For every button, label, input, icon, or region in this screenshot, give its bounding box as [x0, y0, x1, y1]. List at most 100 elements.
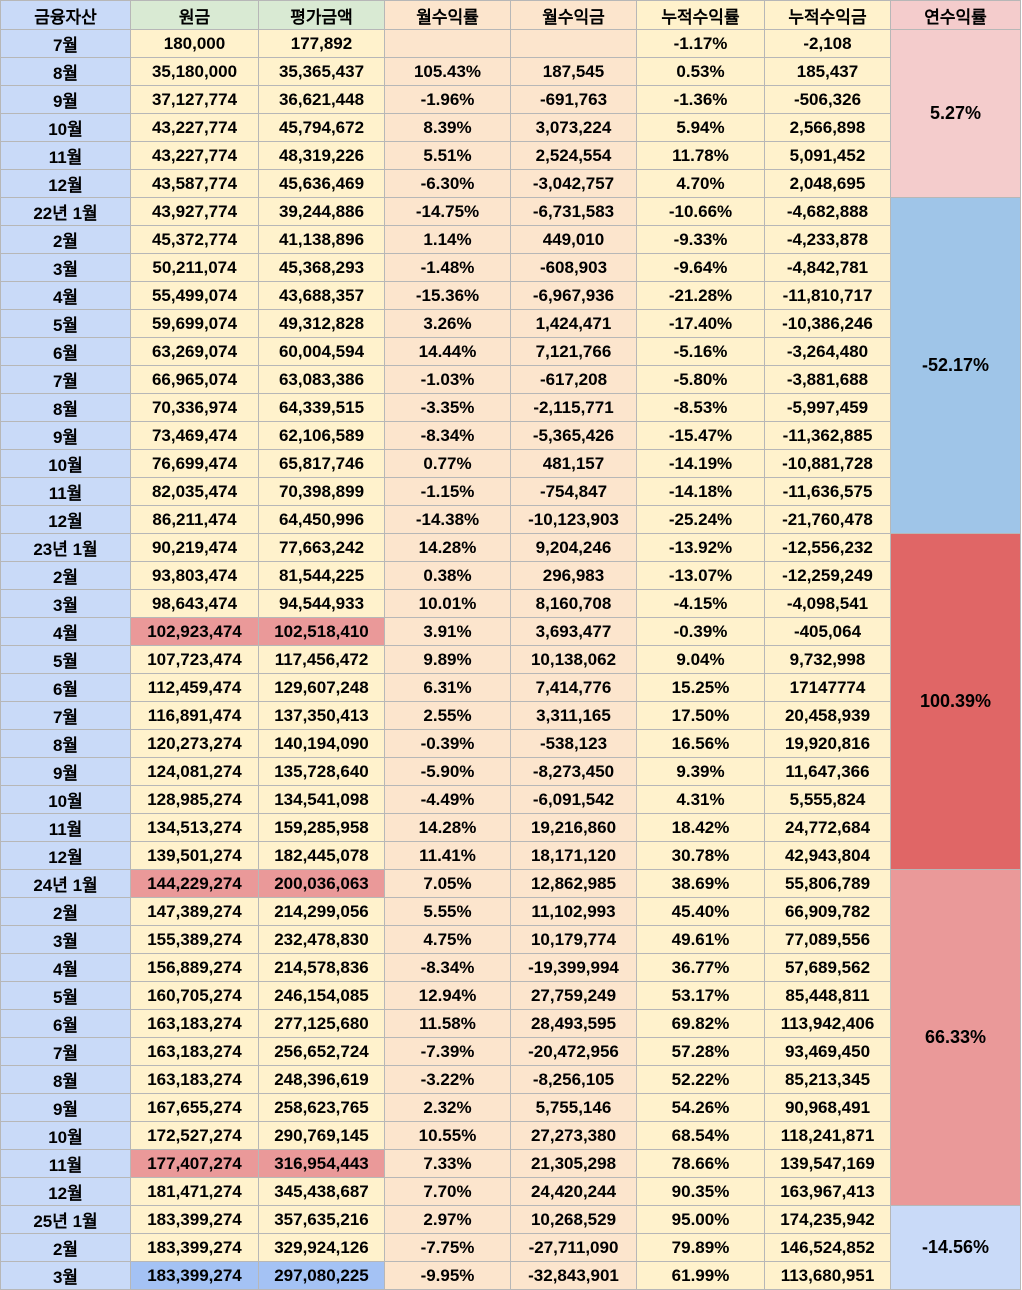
principal-cell[interactable]: 73,469,474 — [130, 421, 259, 450]
principal-cell[interactable]: 112,459,474 — [130, 673, 259, 702]
monthly-return-rate-cell[interactable]: 3.91% — [384, 617, 511, 646]
row-label[interactable]: 7월 — [0, 29, 131, 58]
header-label-col[interactable]: 금융자산 — [0, 0, 131, 30]
principal-cell[interactable]: 147,389,274 — [130, 897, 259, 926]
row-label[interactable]: 2월 — [0, 225, 131, 254]
monthly-return-rate-cell[interactable]: 10.01% — [384, 589, 511, 618]
valuation-cell[interactable]: 94,544,933 — [258, 589, 385, 618]
valuation-cell[interactable]: 159,285,958 — [258, 813, 385, 842]
row-label[interactable]: 25년 1월 — [0, 1205, 131, 1234]
header-monthly-profit[interactable]: 월수익금 — [510, 0, 637, 30]
principal-cell[interactable]: 43,587,774 — [130, 169, 259, 198]
monthly-profit-cell[interactable]: -754,847 — [510, 477, 637, 506]
valuation-cell[interactable]: 137,350,413 — [258, 701, 385, 730]
monthly-return-rate-cell[interactable]: 0.77% — [384, 449, 511, 478]
monthly-profit-cell[interactable]: 18,171,120 — [510, 841, 637, 870]
monthly-profit-cell[interactable]: -27,711,090 — [510, 1233, 637, 1262]
cumulative-return-rate-cell[interactable]: 36.77% — [636, 953, 765, 982]
monthly-profit-cell[interactable]: -6,967,936 — [510, 281, 637, 310]
valuation-cell[interactable]: 48,319,226 — [258, 141, 385, 170]
row-label[interactable]: 11월 — [0, 477, 131, 506]
cumulative-profit-cell[interactable]: 163,967,413 — [764, 1177, 891, 1206]
row-label[interactable]: 2월 — [0, 561, 131, 590]
principal-cell[interactable]: 59,699,074 — [130, 309, 259, 338]
cumulative-return-rate-cell[interactable]: -21.28% — [636, 281, 765, 310]
principal-cell[interactable]: 37,127,774 — [130, 85, 259, 114]
cumulative-profit-cell[interactable]: 113,680,951 — [764, 1261, 891, 1290]
monthly-return-rate-cell[interactable]: 11.41% — [384, 841, 511, 870]
monthly-return-rate-cell[interactable]: 5.51% — [384, 141, 511, 170]
cumulative-profit-cell[interactable]: 118,241,871 — [764, 1121, 891, 1150]
cumulative-profit-cell[interactable]: -12,556,232 — [764, 533, 891, 562]
valuation-cell[interactable]: 60,004,594 — [258, 337, 385, 366]
monthly-profit-cell[interactable]: 7,121,766 — [510, 337, 637, 366]
principal-cell[interactable]: 86,211,474 — [130, 505, 259, 534]
principal-cell[interactable]: 183,399,274 — [130, 1233, 259, 1262]
valuation-cell[interactable]: 177,892 — [258, 29, 385, 58]
principal-cell[interactable]: 116,891,474 — [130, 701, 259, 730]
monthly-return-rate-cell[interactable]: 11.58% — [384, 1009, 511, 1038]
monthly-profit-cell[interactable]: 19,216,860 — [510, 813, 637, 842]
monthly-profit-cell[interactable]: -6,091,542 — [510, 785, 637, 814]
row-label[interactable]: 10월 — [0, 449, 131, 478]
row-label[interactable]: 5월 — [0, 309, 131, 338]
row-label[interactable]: 11월 — [0, 1149, 131, 1178]
monthly-profit-cell[interactable]: -10,123,903 — [510, 505, 637, 534]
valuation-cell[interactable]: 134,541,098 — [258, 785, 385, 814]
monthly-return-rate-cell[interactable]: -1.48% — [384, 253, 511, 282]
monthly-return-rate-cell[interactable] — [384, 29, 511, 58]
monthly-profit-cell[interactable]: 187,545 — [510, 57, 637, 86]
valuation-cell[interactable]: 290,769,145 — [258, 1121, 385, 1150]
cumulative-return-rate-cell[interactable]: 17.50% — [636, 701, 765, 730]
cumulative-profit-cell[interactable]: -11,362,885 — [764, 421, 891, 450]
monthly-profit-cell[interactable]: 3,073,224 — [510, 113, 637, 142]
cumulative-return-rate-cell[interactable]: 49.61% — [636, 925, 765, 954]
cumulative-return-rate-cell[interactable]: 57.28% — [636, 1037, 765, 1066]
cumulative-profit-cell[interactable]: -3,881,688 — [764, 365, 891, 394]
principal-cell[interactable]: 43,927,774 — [130, 197, 259, 226]
cumulative-profit-cell[interactable]: -4,233,878 — [764, 225, 891, 254]
valuation-cell[interactable]: 214,578,836 — [258, 953, 385, 982]
valuation-cell[interactable]: 277,125,680 — [258, 1009, 385, 1038]
principal-cell[interactable]: 98,643,474 — [130, 589, 259, 618]
principal-cell[interactable]: 70,336,974 — [130, 393, 259, 422]
row-label[interactable]: 6월 — [0, 673, 131, 702]
row-label[interactable]: 5월 — [0, 981, 131, 1010]
monthly-return-rate-cell[interactable]: -3.22% — [384, 1065, 511, 1094]
cumulative-return-rate-cell[interactable]: -14.19% — [636, 449, 765, 478]
row-label[interactable]: 9월 — [0, 421, 131, 450]
cumulative-return-rate-cell[interactable]: 38.69% — [636, 869, 765, 898]
cumulative-profit-cell[interactable]: 57,689,562 — [764, 953, 891, 982]
cumulative-return-rate-cell[interactable]: -25.24% — [636, 505, 765, 534]
cumulative-return-rate-cell[interactable]: -4.15% — [636, 589, 765, 618]
valuation-cell[interactable]: 45,794,672 — [258, 113, 385, 142]
principal-cell[interactable]: 128,985,274 — [130, 785, 259, 814]
monthly-return-rate-cell[interactable]: -7.39% — [384, 1037, 511, 1066]
principal-cell[interactable]: 180,000 — [130, 29, 259, 58]
monthly-return-rate-cell[interactable]: 2.55% — [384, 701, 511, 730]
principal-cell[interactable]: 50,211,074 — [130, 253, 259, 282]
principal-cell[interactable]: 144,229,274 — [130, 869, 259, 898]
principal-cell[interactable]: 107,723,474 — [130, 645, 259, 674]
valuation-cell[interactable]: 64,450,996 — [258, 505, 385, 534]
row-label[interactable]: 2월 — [0, 897, 131, 926]
monthly-profit-cell[interactable]: 27,273,380 — [510, 1121, 637, 1150]
cumulative-profit-cell[interactable]: -4,682,888 — [764, 197, 891, 226]
cumulative-profit-cell[interactable]: 146,524,852 — [764, 1233, 891, 1262]
cumulative-return-rate-cell[interactable]: 15.25% — [636, 673, 765, 702]
cumulative-return-rate-cell[interactable]: -15.47% — [636, 421, 765, 450]
principal-cell[interactable]: 66,965,074 — [130, 365, 259, 394]
principal-cell[interactable]: 43,227,774 — [130, 141, 259, 170]
monthly-return-rate-cell[interactable]: 10.55% — [384, 1121, 511, 1150]
cumulative-return-rate-cell[interactable]: -8.53% — [636, 393, 765, 422]
cumulative-return-rate-cell[interactable]: -9.64% — [636, 253, 765, 282]
monthly-return-rate-cell[interactable]: 2.97% — [384, 1205, 511, 1234]
monthly-profit-cell[interactable]: 8,160,708 — [510, 589, 637, 618]
cumulative-profit-cell[interactable]: 85,213,345 — [764, 1065, 891, 1094]
cumulative-return-rate-cell[interactable]: 68.54% — [636, 1121, 765, 1150]
principal-cell[interactable]: 160,705,274 — [130, 981, 259, 1010]
monthly-return-rate-cell[interactable]: -6.30% — [384, 169, 511, 198]
cumulative-return-rate-cell[interactable]: -1.36% — [636, 85, 765, 114]
annual-return-cell[interactable]: 66.33% — [890, 869, 1021, 1206]
cumulative-return-rate-cell[interactable]: -17.40% — [636, 309, 765, 338]
